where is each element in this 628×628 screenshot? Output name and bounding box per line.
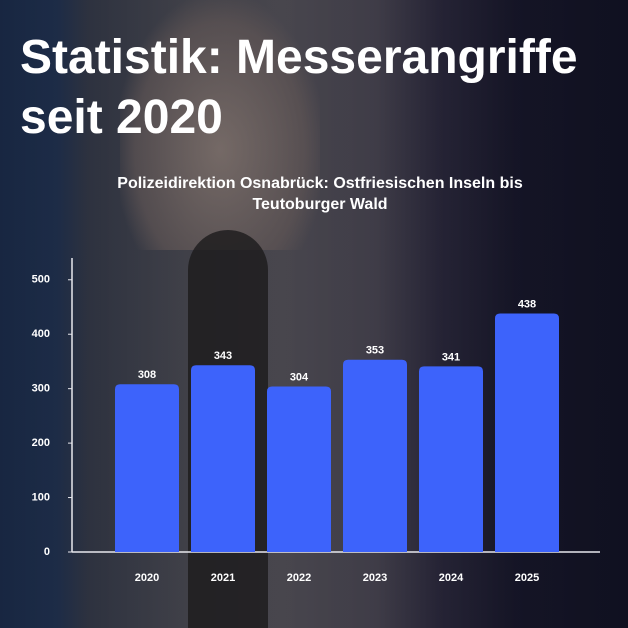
chart-subtitle: Polizeidirektion Osnabrück: Ostfriesisch… xyxy=(117,175,523,213)
y-tick-label: 100 xyxy=(32,491,50,503)
y-tick-label: 300 xyxy=(32,383,50,395)
bar xyxy=(267,386,331,552)
x-tick-label: 2020 xyxy=(135,572,159,584)
bar xyxy=(343,359,407,552)
value-label: 353 xyxy=(366,345,384,357)
x-tick-label: 2021 xyxy=(211,572,235,584)
x-tick-label: 2022 xyxy=(287,572,311,584)
value-label: 438 xyxy=(518,298,536,310)
y-tick-label: 500 xyxy=(32,274,50,286)
value-label: 341 xyxy=(442,351,460,363)
x-tick-label: 2024 xyxy=(439,572,464,584)
value-label: 343 xyxy=(214,350,232,362)
y-tick-label: 200 xyxy=(32,437,50,449)
bar xyxy=(495,313,559,552)
value-label: 308 xyxy=(138,369,156,381)
bar xyxy=(191,365,255,552)
y-tick-label: 0 xyxy=(44,546,50,558)
x-tick-label: 2025 xyxy=(515,572,539,584)
chart-title: Statistik: Messerangriffe seit 2020 xyxy=(20,31,578,144)
x-tick-label: 2023 xyxy=(363,572,387,584)
y-tick-label: 400 xyxy=(32,328,50,340)
value-label: 304 xyxy=(290,371,309,383)
bar xyxy=(115,384,179,552)
background-hand xyxy=(120,0,320,250)
bar xyxy=(419,366,483,552)
